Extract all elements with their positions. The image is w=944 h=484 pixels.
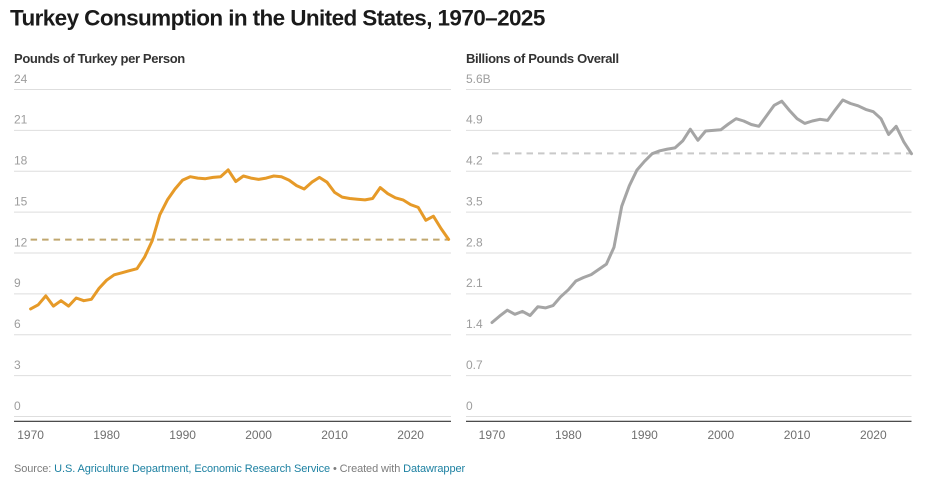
svg-text:18: 18 bbox=[14, 154, 28, 168]
svg-text:2010: 2010 bbox=[784, 428, 811, 442]
svg-text:5.6B: 5.6B bbox=[466, 72, 491, 86]
svg-text:0: 0 bbox=[466, 399, 473, 413]
svg-text:1990: 1990 bbox=[631, 428, 658, 442]
svg-text:4.9: 4.9 bbox=[466, 113, 483, 127]
svg-text:Source: U.S. Agriculture Depar: Source: U.S. Agriculture Department, Eco… bbox=[14, 463, 465, 475]
svg-text:1980: 1980 bbox=[555, 428, 582, 442]
svg-text:3.5: 3.5 bbox=[466, 194, 483, 208]
svg-text:1.4: 1.4 bbox=[466, 317, 483, 331]
svg-text:4.2: 4.2 bbox=[466, 154, 483, 168]
svg-text:2.8: 2.8 bbox=[466, 235, 483, 249]
svg-text:2010: 2010 bbox=[321, 428, 348, 442]
svg-text:1980: 1980 bbox=[93, 428, 120, 442]
svg-text:1990: 1990 bbox=[169, 428, 196, 442]
svg-text:1970: 1970 bbox=[17, 428, 44, 442]
svg-text:6: 6 bbox=[14, 317, 21, 331]
svg-text:24: 24 bbox=[14, 72, 28, 86]
svg-text:2.1: 2.1 bbox=[466, 276, 483, 290]
svg-text:0.7: 0.7 bbox=[466, 358, 483, 372]
svg-text:21: 21 bbox=[14, 113, 28, 127]
svg-text:9: 9 bbox=[14, 276, 21, 290]
svg-text:2000: 2000 bbox=[245, 428, 272, 442]
svg-text:Pounds of Turkey per Person: Pounds of Turkey per Person bbox=[14, 51, 185, 66]
svg-text:0: 0 bbox=[14, 399, 21, 413]
svg-text:2020: 2020 bbox=[397, 428, 424, 442]
svg-text:2020: 2020 bbox=[860, 428, 887, 442]
svg-text:1970: 1970 bbox=[479, 428, 506, 442]
svg-text:12: 12 bbox=[14, 235, 28, 249]
svg-text:2000: 2000 bbox=[707, 428, 734, 442]
svg-text:3: 3 bbox=[14, 358, 21, 372]
svg-text:15: 15 bbox=[14, 194, 28, 208]
svg-text:Turkey Consumption in the Unit: Turkey Consumption in the United States,… bbox=[10, 6, 545, 31]
svg-text:Billions of Pounds Overall: Billions of Pounds Overall bbox=[466, 51, 619, 66]
